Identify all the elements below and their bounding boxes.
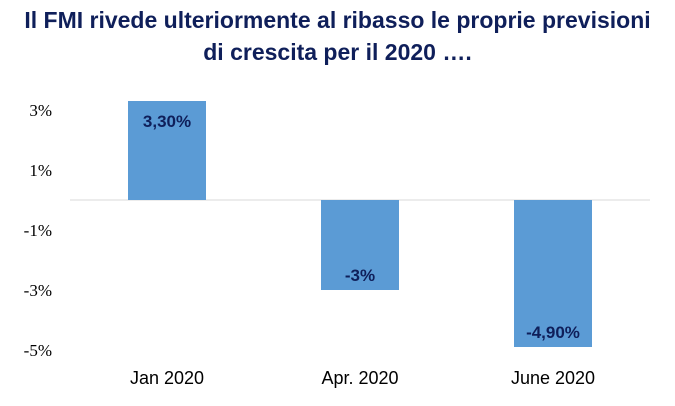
x-tick-label: June 2020 (511, 368, 595, 388)
y-tick-label: -3% (24, 281, 52, 300)
data-label: 3,30% (143, 112, 191, 131)
x-tick-label: Jan 2020 (130, 368, 204, 388)
bar (514, 200, 592, 347)
y-tick-label: -1% (24, 221, 52, 240)
bar (128, 101, 206, 200)
data-label: -4,90% (526, 323, 580, 342)
chart-title: Il FMI rivede ulteriormente al ribasso l… (0, 4, 675, 68)
title-line-1: Il FMI rivede ulteriormente al ribasso l… (24, 7, 651, 33)
y-tick-label: 1% (29, 161, 52, 180)
y-tick-label: 3% (29, 101, 52, 120)
y-tick-label: -5% (24, 341, 52, 360)
data-label: -3% (345, 266, 375, 285)
bar (321, 200, 399, 290)
title-line-2: di crescita per il 2020 …. (203, 39, 472, 65)
x-tick-label: Apr. 2020 (321, 368, 398, 388)
